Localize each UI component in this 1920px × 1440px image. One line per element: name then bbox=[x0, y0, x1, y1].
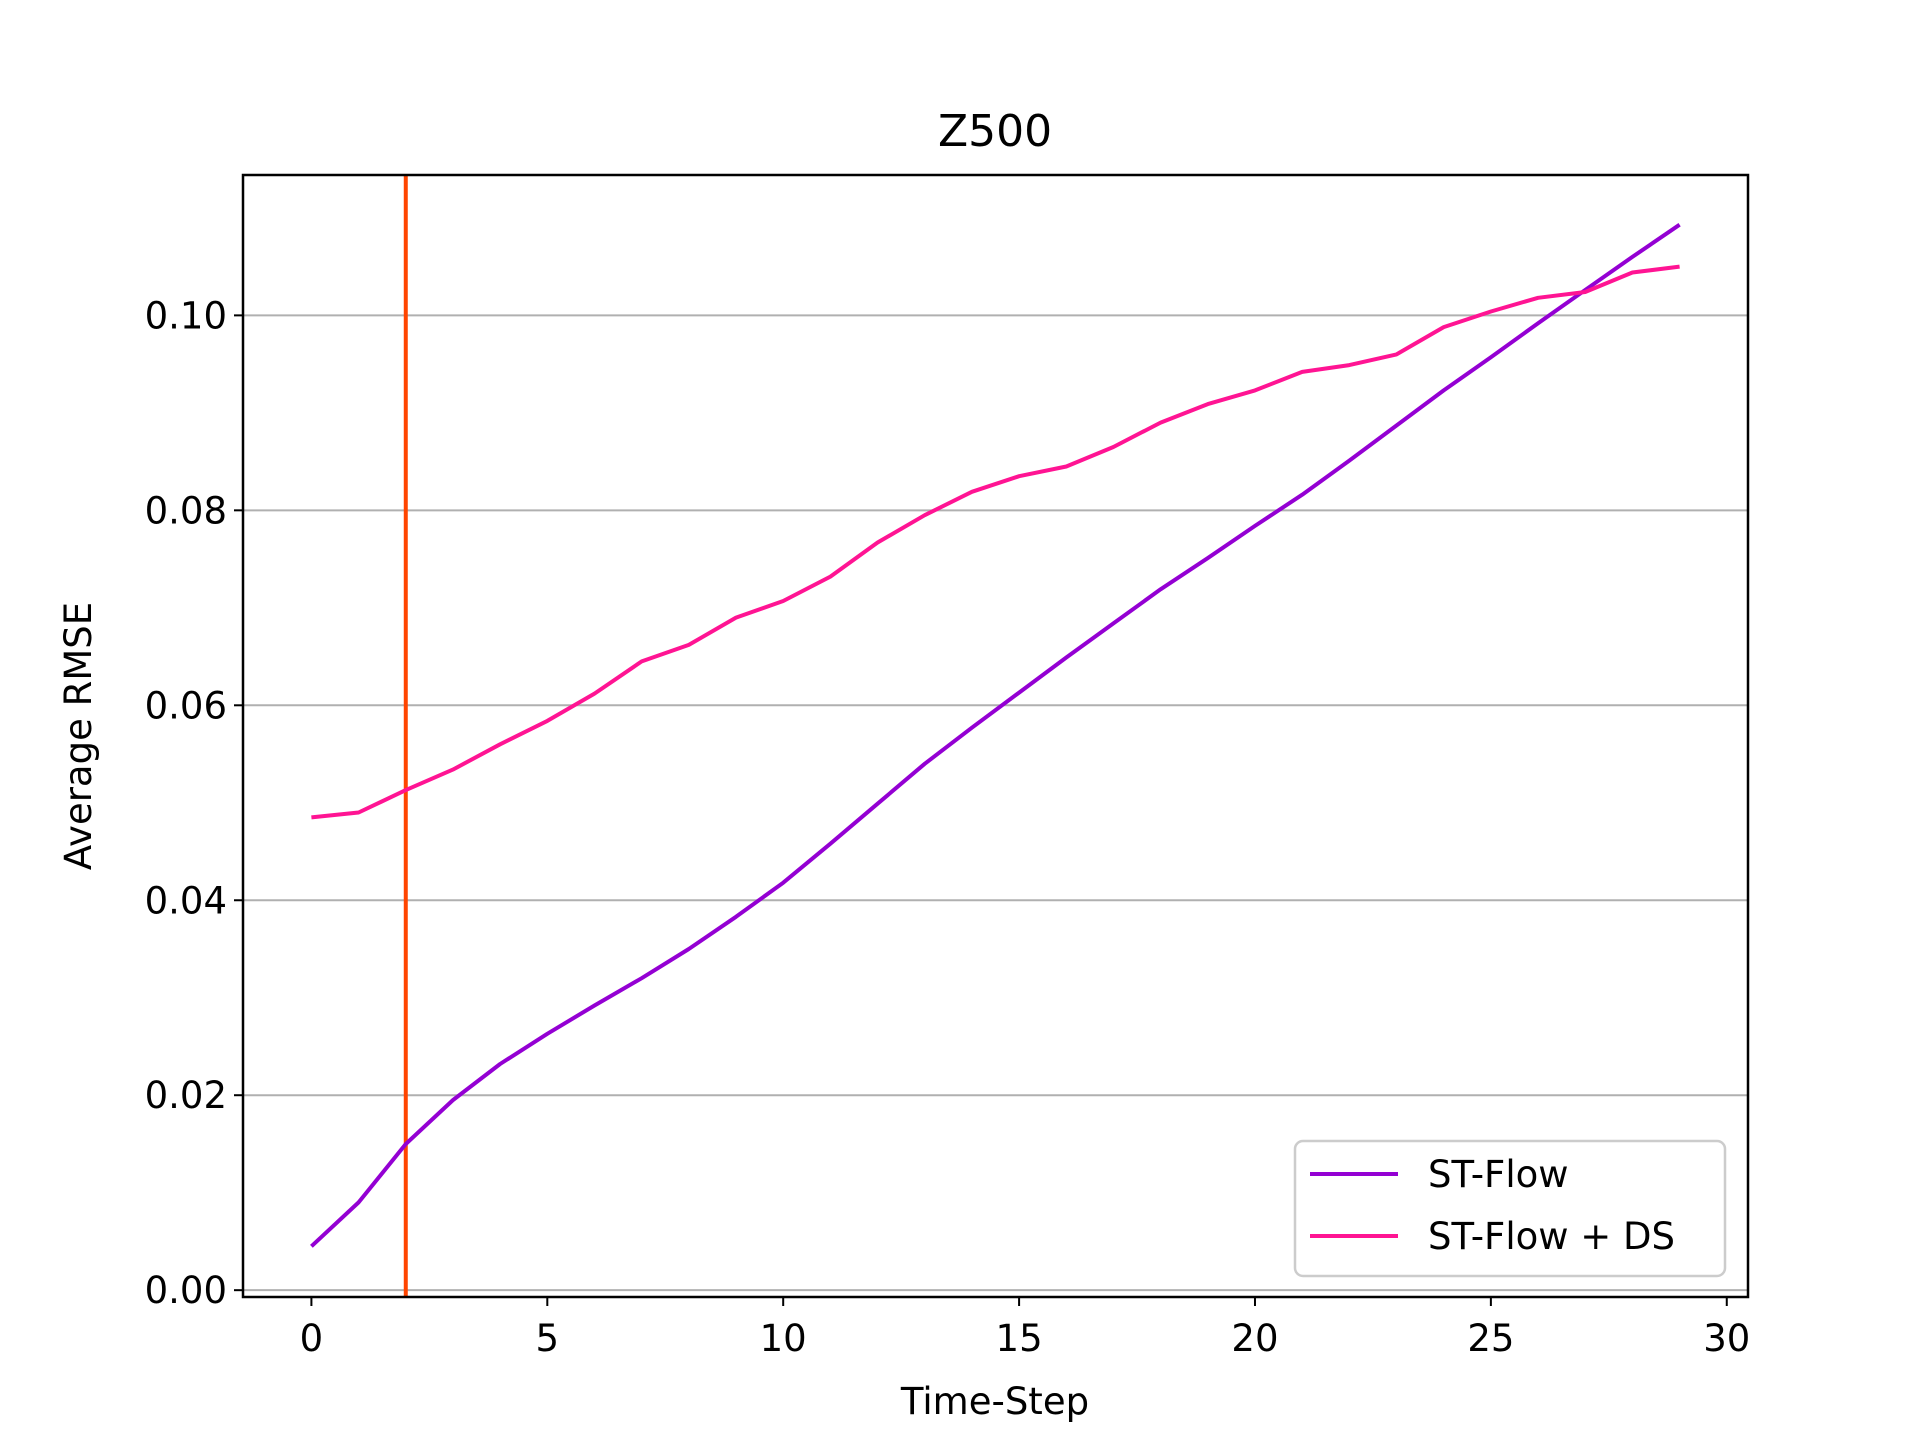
x-tick-label: 0 bbox=[300, 1317, 324, 1360]
y-tick-label: 0.04 bbox=[145, 879, 227, 922]
x-tick-label: 5 bbox=[536, 1317, 560, 1360]
y-tick-label: 0.06 bbox=[145, 684, 227, 727]
y-tick-label: 0.00 bbox=[145, 1269, 227, 1312]
x-tick-label: 30 bbox=[1703, 1317, 1750, 1360]
series-line-st-flow-ds bbox=[311, 264, 1680, 820]
y-tick-label: 0.08 bbox=[145, 489, 227, 532]
x-axis-ticks: 0 5 10 15 20 25 30 bbox=[300, 1297, 1750, 1360]
series-line-st-flow bbox=[310, 223, 1681, 1248]
y-axis-label: Average RMSE bbox=[57, 602, 100, 870]
x-tick-label: 20 bbox=[1231, 1317, 1278, 1360]
legend-label-st-flow-ds: ST-Flow + DS bbox=[1428, 1215, 1675, 1258]
legend-box bbox=[1293, 1139, 1727, 1278]
grid-layer bbox=[243, 314, 1748, 1292]
chart-title: Z500 bbox=[938, 106, 1052, 157]
y-tick-label: 0.10 bbox=[145, 294, 227, 337]
y-axis-ticks: 0.00 0.02 0.04 0.06 0.08 0.10 bbox=[145, 294, 243, 1312]
plot-frame bbox=[241, 173, 1750, 1299]
x-tick-label: 10 bbox=[760, 1317, 807, 1360]
x-tick-label: 25 bbox=[1467, 1317, 1514, 1360]
series-layer bbox=[310, 223, 1681, 1248]
legend-label-st-flow: ST-Flow bbox=[1428, 1153, 1569, 1196]
x-tick-label: 15 bbox=[996, 1317, 1043, 1360]
legend: ST-Flow ST-Flow + DS bbox=[1293, 1139, 1727, 1278]
y-tick-label: 0.02 bbox=[145, 1074, 227, 1117]
x-axis-label: Time-Step bbox=[900, 1380, 1089, 1423]
